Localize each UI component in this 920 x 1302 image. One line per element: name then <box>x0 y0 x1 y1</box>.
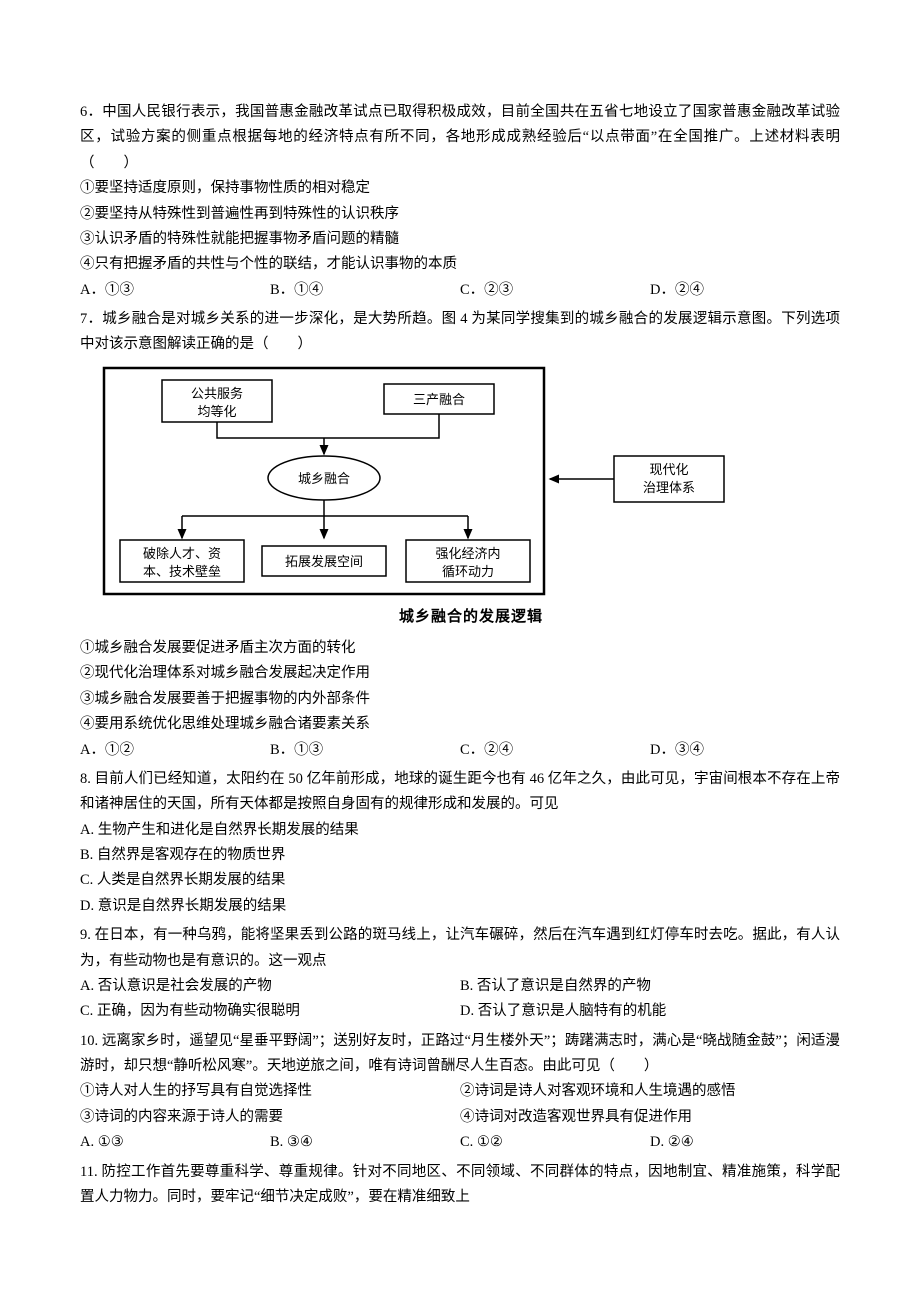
q10-s1: ①诗人对人生的抒写具有自觉选择性 <box>80 1079 460 1104</box>
q7-opt-a: A．①② <box>80 738 270 763</box>
q10-s4: ④诗词对改造客观世界具有促进作用 <box>460 1105 840 1130</box>
node-governance-l1: 现代化 <box>649 462 688 477</box>
q8-opt-c: C. 人类是自然界长期发展的结果 <box>80 868 840 893</box>
q7-opt-b: B．①③ <box>270 738 460 763</box>
diagram-title: 城乡融合的发展逻辑 <box>102 604 840 630</box>
q6-opt-c: C．②③ <box>460 278 650 303</box>
q8-opt-d: D. 意识是自然界长期发展的结果 <box>80 894 840 919</box>
question-11: 11. 防控工作首先要尊重科学、尊重规律。针对不同地区、不同领域、不同群体的特点… <box>80 1160 840 1211</box>
q7-opt-d: D．③④ <box>650 738 840 763</box>
question-8: 8. 目前人们已经知道，太阳约在 50 亿年前形成，地球的诞生距今也有 46 亿… <box>80 767 840 919</box>
node-remove-barriers-l1: 破除人才、资 <box>143 546 221 561</box>
q6-opt-d: D．②④ <box>650 278 840 303</box>
q9-opt-a: A. 否认意识是社会发展的产物 <box>80 974 460 999</box>
q9-stem: 9. 在日本，有一种乌鸦，能将坚果丢到公路的斑马线上，让汽车碾碎，然后在汽车遇到… <box>80 923 840 974</box>
node-industry-fusion-label: 三产融合 <box>413 392 465 407</box>
node-center-label: 城乡融合 <box>298 471 350 486</box>
q7-s1: ①城乡融合发展要促进矛盾主次方面的转化 <box>80 636 840 661</box>
q8-opt-a: A. 生物产生和进化是自然界长期发展的结果 <box>80 818 840 843</box>
q10-s3: ③诗词的内容来源于诗人的需要 <box>80 1105 460 1130</box>
q10-opt-a: A. ①③ <box>80 1130 270 1155</box>
q9-opt-d: D. 否认了意识是人脑特有的机能 <box>460 999 840 1024</box>
q10-s2: ②诗词是诗人对客观环境和人生境遇的感悟 <box>460 1079 840 1104</box>
q10-opt-b: B. ③④ <box>270 1130 460 1155</box>
q10-options: A. ①③ B. ③④ C. ①② D. ②④ <box>80 1130 840 1155</box>
q7-diagram: 公共服务 均等化 三产融合 城乡融合 破除人才、资 本、技术壁垒 拓展发展空间 <box>102 366 840 630</box>
q6-s1: ①要坚持适度原则，保持事物性质的相对稳定 <box>80 176 840 201</box>
question-10: 10. 远离家乡时，遥望见“星垂平野阔”；送别好友时，正路过“月生楼外天”；踌躇… <box>80 1029 840 1156</box>
node-strengthen-econ-l2: 循环动力 <box>442 564 494 579</box>
q8-stem: 8. 目前人们已经知道，太阳约在 50 亿年前形成，地球的诞生距今也有 46 亿… <box>80 767 840 818</box>
q6-s2: ②要坚持从特殊性到普遍性再到特殊性的认识秩序 <box>80 202 840 227</box>
q6-s4: ④只有把握矛盾的共性与个性的联结，才能认识事物的本质 <box>80 252 840 277</box>
q9-opt-c: C. 正确，因为有些动物确实很聪明 <box>80 999 460 1024</box>
q6-options: A．①③ B．①④ C．②③ D．②④ <box>80 278 840 303</box>
node-strengthen-econ-l1: 强化经济内 <box>435 546 500 561</box>
q9-opt-b: B. 否认了意识是自然界的产物 <box>460 974 840 999</box>
q7-stem: 7．城乡融合是对城乡关系的进一步深化，是大势所趋。图 4 为某同学搜集到的城乡融… <box>80 307 840 358</box>
q10-opt-d: D. ②④ <box>650 1130 840 1155</box>
q9-options: A. 否认意识是社会发展的产物 B. 否认了意识是自然界的产物 C. 正确，因为… <box>80 974 840 1025</box>
node-public-service-l1: 公共服务 <box>191 386 243 401</box>
q10-statements: ①诗人对人生的抒写具有自觉选择性 ②诗词是诗人对客观环境和人生境遇的感悟 ③诗词… <box>80 1079 840 1130</box>
q10-stem: 10. 远离家乡时，遥望见“星垂平野阔”；送别好友时，正路过“月生楼外天”；踌躇… <box>80 1029 840 1080</box>
q10-opt-c: C. ①② <box>460 1130 650 1155</box>
q7-options: A．①② B．①③ C．②④ D．③④ <box>80 738 840 763</box>
node-remove-barriers-l2: 本、技术壁垒 <box>143 564 221 579</box>
q7-s4: ④要用系统优化思维处理城乡融合诸要素关系 <box>80 712 840 737</box>
node-expand-space-label: 拓展发展空间 <box>285 554 363 569</box>
q8-options: A. 生物产生和进化是自然界长期发展的结果 B. 自然界是客观存在的物质世界 C… <box>80 818 840 920</box>
q6-opt-a: A．①③ <box>80 278 270 303</box>
node-governance-l2: 治理体系 <box>643 480 695 495</box>
q6-stem: 6．中国人民银行表示，我国普惠金融改革试点已取得积极成效，目前全国共在五省七地设… <box>80 100 840 176</box>
q7-s2: ②现代化治理体系对城乡融合发展起决定作用 <box>80 661 840 686</box>
question-6: 6．中国人民银行表示，我国普惠金融改革试点已取得积极成效，目前全国共在五省七地设… <box>80 100 840 303</box>
node-public-service-l2: 均等化 <box>197 404 236 419</box>
question-7: 7．城乡融合是对城乡关系的进一步深化，是大势所趋。图 4 为某同学搜集到的城乡融… <box>80 307 840 763</box>
question-9: 9. 在日本，有一种乌鸦，能将坚果丢到公路的斑马线上，让汽车碾碎，然后在汽车遇到… <box>80 923 840 1025</box>
q6-s3: ③认识矛盾的特殊性就能把握事物矛盾问题的精髓 <box>80 227 840 252</box>
q7-s3: ③城乡融合发展要善于把握事物的内外部条件 <box>80 687 840 712</box>
q8-opt-b: B. 自然界是客观存在的物质世界 <box>80 843 840 868</box>
flowchart-svg: 公共服务 均等化 三产融合 城乡融合 破除人才、资 本、技术壁垒 拓展发展空间 <box>102 366 742 598</box>
q7-opt-c: C．②④ <box>460 738 650 763</box>
q11-stem: 11. 防控工作首先要尊重科学、尊重规律。针对不同地区、不同领域、不同群体的特点… <box>80 1160 840 1211</box>
q6-opt-b: B．①④ <box>270 278 460 303</box>
